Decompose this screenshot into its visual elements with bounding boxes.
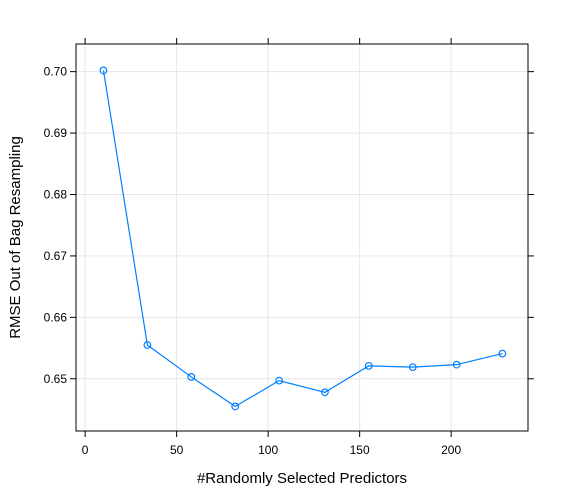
- data-point: [498, 349, 507, 358]
- data-point: [143, 341, 152, 349]
- y-tick-label: 0.66: [44, 310, 68, 324]
- data-point: [275, 376, 284, 385]
- y-tick-labels: 0.65 0.66 0.67 0.68 0.69 0.70: [44, 65, 68, 386]
- grid-lines: [76, 44, 528, 431]
- data-point: [408, 363, 417, 372]
- y-axis-title: RMSE Out of Bag Resampling: [7, 136, 24, 339]
- x-tick-label: 0: [82, 443, 89, 457]
- x-tick-labels: 0 50 100 150 200: [82, 443, 462, 457]
- x-tick-label: 50: [170, 443, 184, 457]
- series-layer: [99, 66, 507, 411]
- x-tick-label: 200: [441, 443, 461, 457]
- data-point: [364, 361, 373, 370]
- axis-ticks: [70, 38, 534, 437]
- y-tick-label: 0.69: [44, 126, 68, 140]
- data-point: [320, 388, 329, 397]
- data-point: [99, 66, 108, 75]
- x-tick-label: 150: [350, 443, 370, 457]
- x-axis-title: #Randomly Selected Predictors: [197, 470, 407, 487]
- y-tick-label: 0.70: [44, 65, 68, 79]
- y-tick-label: 0.68: [44, 188, 68, 202]
- data-point: [452, 360, 461, 369]
- data-point: [231, 402, 240, 411]
- x-tick-label: 100: [258, 443, 278, 457]
- y-tick-label: 0.67: [44, 249, 68, 263]
- series-line: [102, 70, 503, 408]
- plot-frame: [75, 43, 529, 432]
- data-point: [187, 373, 196, 381]
- y-tick-label: 0.65: [44, 372, 68, 386]
